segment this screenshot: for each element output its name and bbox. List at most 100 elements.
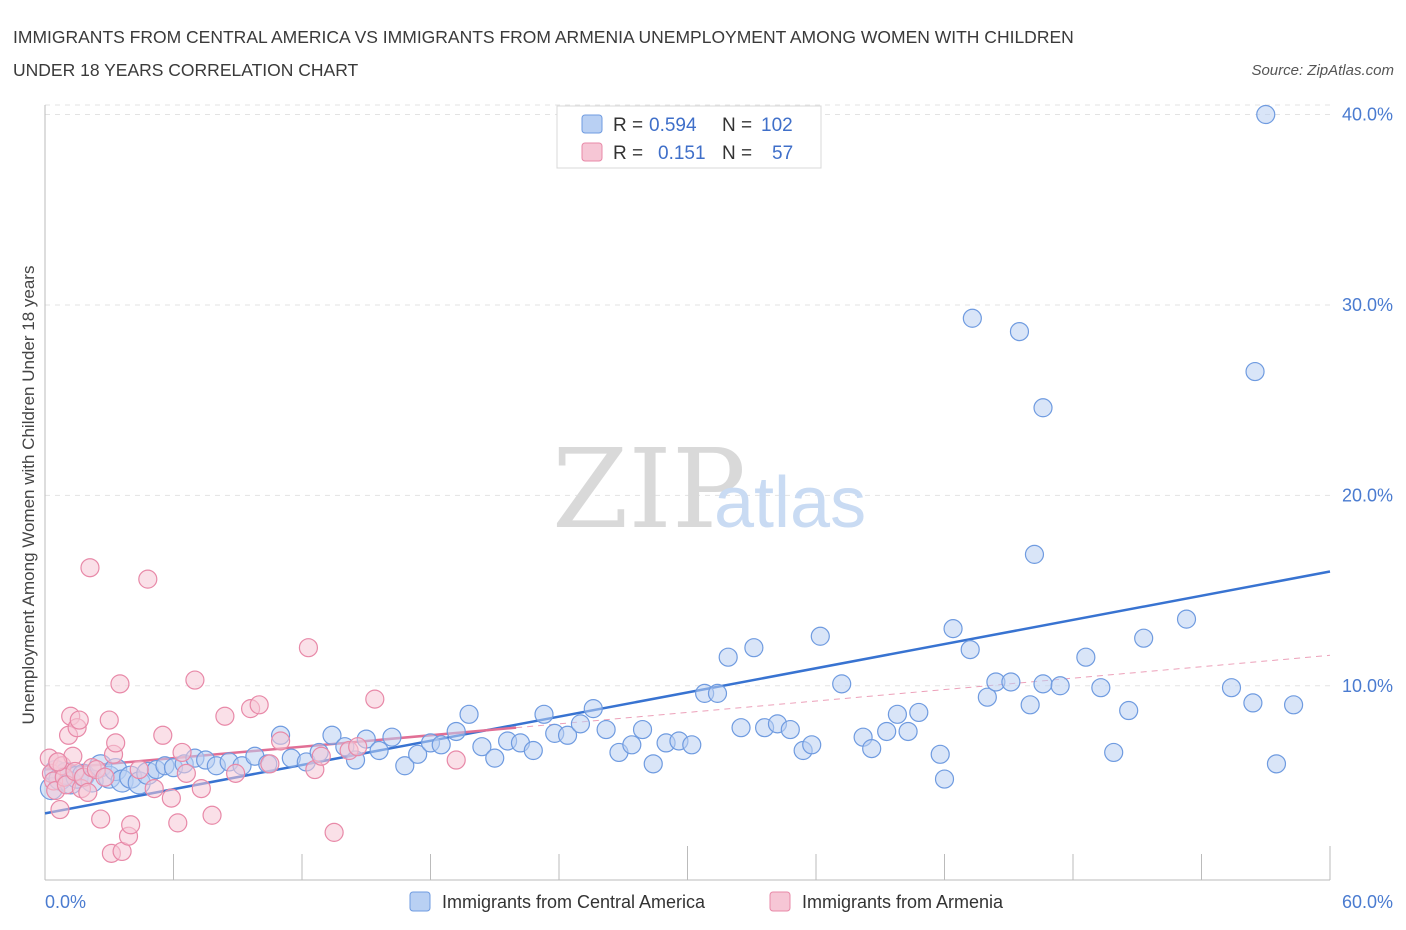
data-point [810, 626, 830, 646]
data-point [121, 815, 141, 835]
data-point [909, 702, 929, 723]
data-point [1176, 609, 1197, 629]
grid [45, 104, 1330, 687]
data-point [78, 782, 98, 803]
data-point [977, 687, 997, 707]
data-point [1001, 672, 1021, 692]
data-point [172, 742, 192, 763]
data-point [832, 674, 852, 694]
data-point [446, 721, 466, 742]
data-point [91, 809, 111, 829]
data-point [887, 704, 907, 724]
legend-swatch-blue [581, 114, 603, 134]
legend-n-value-2: 57 [772, 143, 793, 164]
points-central-america [39, 104, 1304, 801]
data-point [369, 740, 389, 761]
data-point [1245, 361, 1265, 382]
data-point [1221, 678, 1242, 698]
data-point [1033, 398, 1053, 418]
data-point [144, 778, 164, 799]
legend-n-value-1: 102 [761, 115, 793, 136]
data-point [1009, 321, 1030, 342]
data-point [1024, 544, 1045, 564]
y-tick-label: 10.0% [1342, 676, 1393, 696]
data-point [472, 737, 492, 757]
y-axis-title: Unemployment Among Women with Children U… [19, 266, 38, 725]
source-label: Source: ZipAtlas.com [1251, 62, 1394, 79]
data-point [485, 748, 505, 768]
legend-r-label-1: R = [613, 115, 643, 136]
data-point [943, 619, 963, 639]
data-point [1104, 742, 1124, 763]
trend-line-projection-armenia [516, 654, 1331, 729]
x-tick-label-min: 0.0% [45, 892, 86, 912]
y-tick-label: 40.0% [1342, 105, 1393, 125]
data-point [780, 719, 800, 740]
data-point [898, 721, 918, 742]
data-point [1283, 695, 1304, 715]
watermark: ZIP atlas [552, 425, 866, 553]
data-point [960, 639, 980, 660]
data-point [583, 699, 603, 719]
data-point [365, 689, 385, 709]
data-point [446, 750, 466, 770]
data-point [110, 674, 130, 694]
data-point [1243, 693, 1263, 713]
correlation-legend: R = 0.594 N = 102 R = 0.151 N = 57 [556, 105, 822, 169]
data-point [930, 744, 950, 764]
data-point [202, 805, 222, 825]
data-point [322, 725, 342, 745]
chart-title-line2: UNDER 18 YEARS CORRELATION CHART [13, 60, 359, 80]
legend-n-label-1: N = [722, 115, 752, 136]
data-point [408, 744, 428, 764]
points-armenia [39, 558, 466, 863]
data-point [99, 710, 119, 730]
series-legend-swatch-blue [409, 891, 431, 912]
data-point [523, 740, 543, 761]
y-tick-labels: 10.0% 20.0% 30.0% 40.0% [1342, 105, 1393, 696]
data-point [1033, 674, 1053, 694]
data-point [459, 704, 479, 724]
data-point [382, 727, 402, 747]
data-point [731, 718, 751, 738]
data-point [1076, 647, 1096, 667]
data-point [50, 799, 70, 820]
data-point [1020, 695, 1040, 715]
data-point [718, 647, 738, 667]
data-point [643, 754, 663, 774]
data-point [1134, 628, 1154, 648]
watermark-atlas: atlas [714, 463, 866, 543]
data-point [348, 737, 368, 757]
data-point [298, 638, 319, 658]
data-point [395, 756, 415, 776]
data-point [1119, 700, 1139, 721]
legend-swatch-pink [581, 142, 603, 162]
data-point [1050, 676, 1070, 696]
data-point [632, 719, 653, 740]
data-point [191, 778, 211, 799]
data-point [682, 735, 702, 755]
data-point [862, 739, 882, 759]
x-tick-label-max: 60.0% [1342, 892, 1393, 912]
data-point [622, 735, 642, 755]
data-point [1266, 754, 1287, 774]
data-point [431, 735, 451, 755]
data-point [215, 706, 235, 726]
data-point [557, 725, 578, 745]
data-point [106, 733, 126, 753]
data-point [168, 813, 188, 833]
y-tick-label: 30.0% [1342, 295, 1393, 315]
data-point [69, 710, 89, 730]
data-point [534, 704, 554, 724]
data-point [185, 670, 205, 690]
chart-title-line1: IMMIGRANTS FROM CENTRAL AMERICA VS IMMIG… [13, 27, 1074, 47]
data-point [744, 638, 764, 658]
data-point [802, 735, 822, 755]
data-point [129, 759, 149, 780]
data-point [161, 788, 181, 808]
trend-line-central-america [44, 570, 1331, 815]
data-point [1256, 104, 1276, 125]
data-point [260, 754, 280, 774]
series-legend-label-2: Immigrants from Armenia [802, 892, 1004, 912]
